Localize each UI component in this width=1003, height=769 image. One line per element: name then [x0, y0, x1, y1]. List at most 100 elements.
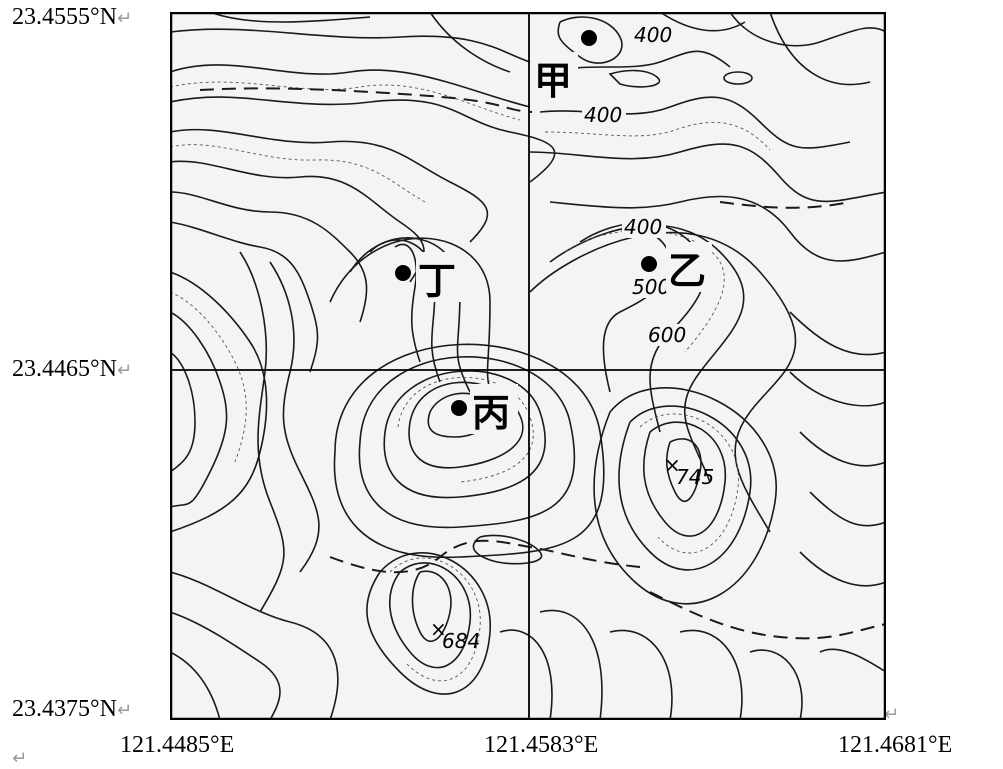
trail-line [329, 539, 641, 574]
contour-line [170, 611, 281, 720]
contour-line [529, 231, 797, 533]
point-markers: 甲 乙 丙 丁 [395, 30, 712, 435]
lat-label-top: 23.4555°N↵ [12, 4, 132, 31]
map-frame [170, 12, 886, 720]
intermediate-contours [170, 81, 771, 682]
contour-line [557, 16, 623, 64]
contour-line [394, 243, 421, 363]
contour-line [609, 629, 673, 720]
grid-lines [170, 12, 886, 720]
topographic-map: 400 400 400 500 600 × 745 × 684 甲 乙 丙 丁 [170, 12, 886, 720]
contour-label-500: 500 [632, 275, 670, 299]
contour-label-400-top: 400 [634, 23, 672, 47]
contour-label-400-right: 400 [624, 215, 662, 239]
point-dot-yi [641, 256, 657, 272]
contour-line [170, 81, 521, 121]
contour-line [799, 431, 886, 467]
dashed-trails [199, 87, 886, 640]
lon-label-mid: 121.4583°E [484, 732, 599, 758]
contour-line [366, 552, 491, 695]
contour-line [170, 221, 319, 373]
contour-line [358, 356, 576, 529]
lon-label-right: 121.4681°E [838, 732, 953, 758]
contour-line [642, 421, 727, 537]
contour-line [639, 413, 739, 554]
return-mark-map-corner: ↵ [884, 704, 900, 725]
contour-line [397, 376, 534, 483]
contour-line [269, 261, 320, 573]
trail-line [649, 591, 886, 640]
contour-line [170, 351, 196, 473]
contour-labels: 400 400 400 500 600 × 745 × 684 [430, 23, 714, 653]
contour-label-600: 600 [648, 323, 686, 347]
contour-line [659, 12, 746, 32]
spot-height-marker: × [664, 453, 681, 477]
contour-line [170, 64, 531, 108]
trail-line [199, 87, 533, 113]
contour-line [679, 629, 743, 720]
contour-line [170, 128, 489, 243]
contour-line [170, 28, 531, 63]
lat-bottom-text: 23.4375°N [12, 696, 117, 722]
contour-line [209, 12, 371, 23]
contour-line [593, 387, 777, 605]
point-label-ding: 丁 [418, 259, 456, 303]
contour-line [749, 649, 803, 720]
contour-line [549, 195, 886, 262]
return-mark: ↵ [116, 8, 133, 29]
lat-mid-text: 23.4465°N [12, 356, 117, 382]
point-label-bing: 丙 [472, 391, 510, 435]
contour-line [383, 370, 546, 499]
lat-label-mid: 23.4465°N↵ [12, 356, 132, 383]
contour-line [529, 143, 886, 203]
contour-label-684: 684 [442, 629, 480, 653]
contour-line [723, 71, 753, 85]
contour-label-400-mid: 400 [584, 103, 622, 127]
contour-line [608, 69, 661, 88]
contour-line [239, 251, 285, 613]
contour-line [170, 271, 268, 533]
contour-line [729, 12, 886, 47]
contour-line [789, 311, 886, 356]
point-label-jia: 甲 [534, 59, 572, 103]
contour-line [408, 381, 524, 469]
contour-line [170, 191, 368, 323]
contour-line [411, 570, 452, 643]
point-dot-bing [451, 400, 467, 416]
return-mark: ↵ [116, 360, 133, 381]
contour-line [389, 562, 472, 669]
contour-line [769, 12, 871, 86]
contour-line [789, 371, 886, 407]
contour-line [333, 343, 605, 559]
contour-line [544, 121, 771, 151]
return-mark-bottom: ↵ [12, 748, 28, 769]
contour-line [539, 609, 603, 720]
point-dot-jia [581, 30, 597, 46]
contour-line [329, 237, 501, 413]
contour-line [170, 144, 426, 203]
contour-line [170, 571, 339, 720]
contour-line [389, 557, 481, 682]
contour-line [170, 160, 425, 283]
trail-line [719, 201, 851, 209]
contour-line [549, 50, 731, 73]
lat-label-bottom: 23.4375°N↵ [12, 696, 132, 723]
contour-line [799, 551, 886, 587]
point-label-yi: 乙 [668, 249, 706, 293]
lat-top-text: 23.4555°N [12, 4, 117, 30]
map-background [170, 12, 886, 720]
contour-line [499, 629, 553, 720]
contour-line [170, 96, 556, 183]
contour-line [665, 438, 702, 503]
contour-line [429, 12, 511, 73]
contour-line [170, 311, 228, 508]
contour-line [170, 291, 247, 463]
contour-line [170, 651, 221, 720]
contour-line [618, 405, 752, 571]
return-mark: ↵ [116, 700, 133, 721]
lon-label-left: 121.4485°E [120, 732, 235, 758]
contour-line [819, 648, 886, 673]
point-dot-ding [395, 265, 411, 281]
contour-label-745: 745 [676, 465, 714, 489]
contour-line [809, 491, 886, 527]
